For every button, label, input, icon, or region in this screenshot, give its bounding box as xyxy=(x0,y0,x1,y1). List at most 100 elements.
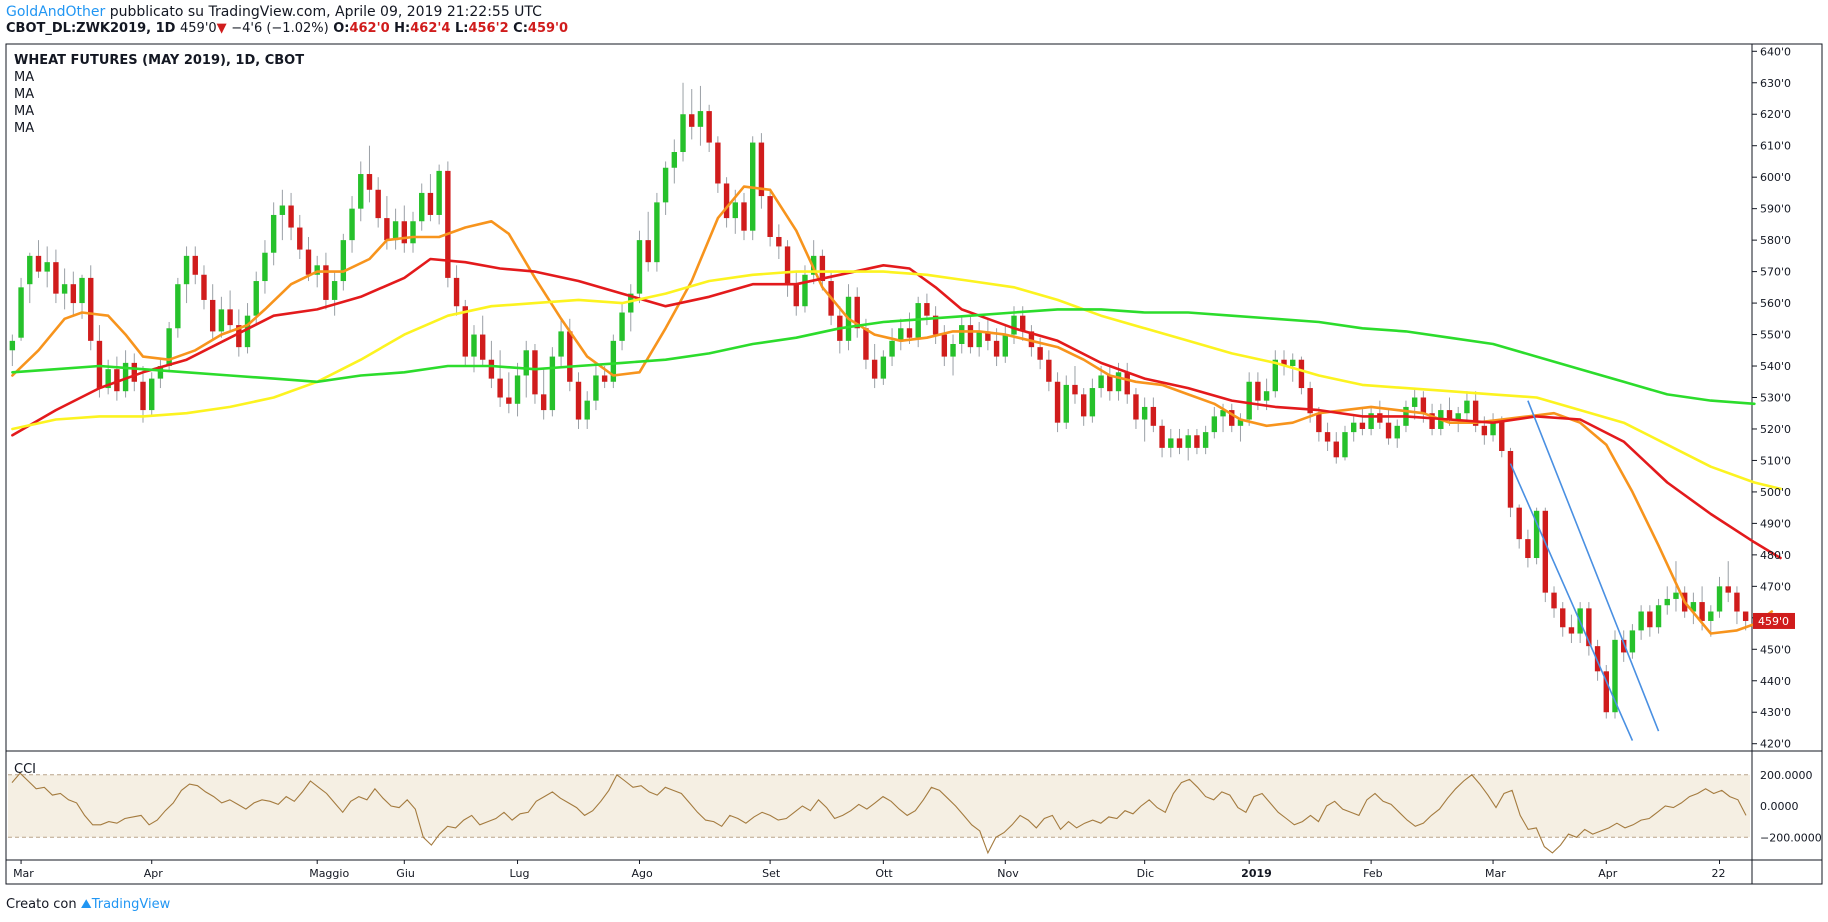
candle-up xyxy=(1629,630,1636,653)
candle-up xyxy=(1708,611,1714,621)
candle-down xyxy=(1568,627,1575,634)
candle-down xyxy=(140,381,146,411)
candle-up xyxy=(436,170,442,215)
candle-up xyxy=(1263,391,1270,401)
chart-title: WHEAT FUTURES (MAY 2019), 1D, CBOT xyxy=(14,53,304,68)
candle-down xyxy=(1307,388,1313,414)
low-value: 456'2 xyxy=(468,21,509,36)
author-link[interactable]: GoldAndOther xyxy=(6,4,106,20)
candle-down xyxy=(1054,381,1061,423)
candle-down xyxy=(96,340,103,389)
candle-down xyxy=(575,381,582,420)
candle-down xyxy=(1516,507,1522,540)
candle-down xyxy=(645,240,651,263)
candle-down xyxy=(776,236,782,247)
candle-down xyxy=(192,255,198,275)
moving-average-4 xyxy=(11,308,1756,406)
candle-down xyxy=(453,277,460,307)
chart-legend: WHEAT FUTURES (MAY 2019), 1D, CBOT MA MA… xyxy=(14,53,304,777)
candle-down xyxy=(819,255,826,282)
cci-line xyxy=(11,772,1747,855)
price-tick-label: 520'0 xyxy=(1760,423,1791,436)
candle-up xyxy=(610,340,617,382)
ma-legend-1: MA xyxy=(14,70,34,85)
candle-down xyxy=(1080,394,1087,417)
cci-tick-label: −200.0000 xyxy=(1760,831,1822,844)
candle-up xyxy=(410,221,416,244)
candle-down xyxy=(741,202,747,231)
candle-up xyxy=(61,284,68,294)
price-tick-label: 530'0 xyxy=(1760,392,1791,405)
candle-down xyxy=(1742,611,1749,621)
ma-legend-2: MA xyxy=(14,87,34,102)
candle-up xyxy=(1168,438,1174,448)
price-tick-label: 620'0 xyxy=(1760,108,1791,121)
candle-up xyxy=(628,293,634,313)
candle-down xyxy=(1499,419,1505,452)
price-tick-label: 590'0 xyxy=(1760,203,1791,216)
candle-down xyxy=(209,299,216,332)
candle-up xyxy=(1211,416,1218,433)
time-tick-label: Nov xyxy=(997,867,1019,880)
time-axis[interactable]: Mar Apr Maggio Giu Lug Ago Set Ott Nov Dic 2019 Feb… xyxy=(13,860,1726,880)
candle-up xyxy=(1490,419,1496,436)
price-tick-label: 470'0 xyxy=(1760,580,1791,593)
candle-down xyxy=(1150,406,1157,426)
price-tick-label: 550'0 xyxy=(1760,329,1791,342)
candle-up xyxy=(262,252,268,282)
candle-down xyxy=(1316,413,1322,433)
candle-up xyxy=(959,325,965,344)
candle-down xyxy=(985,331,991,341)
time-tick-label: Giu xyxy=(396,867,415,880)
time-tick-label: Set xyxy=(762,867,781,880)
candle-up xyxy=(697,111,704,127)
cci-tick-label: 0.0000 xyxy=(1760,800,1799,813)
candle-down xyxy=(305,249,312,275)
tradingview-logo-icon[interactable]: ⛰ xyxy=(80,897,92,912)
candle-down xyxy=(53,262,59,294)
candle-up xyxy=(680,114,686,153)
price-axis[interactable]: 640'0 630'0 620'0 610'0 600'0 590'0 580'0 570'0… xyxy=(1752,45,1791,751)
candle-down xyxy=(323,265,329,300)
moving-average-1 xyxy=(11,185,1774,635)
candle-down xyxy=(479,334,486,360)
tradingview-link[interactable]: TradingView xyxy=(91,897,171,912)
candle-down xyxy=(1359,422,1366,429)
publish-info: GoldAndOther pubblicato su TradingView.c… xyxy=(6,4,542,20)
candle-down xyxy=(1298,359,1305,389)
price-tick-label: 580'0 xyxy=(1760,234,1791,247)
candle-down xyxy=(366,174,373,190)
candle-up xyxy=(549,356,556,411)
price-tick-label: 420'0 xyxy=(1760,738,1791,751)
candle-up xyxy=(183,255,190,285)
candle-up xyxy=(619,312,625,341)
candle-down xyxy=(1446,410,1453,420)
candle-up xyxy=(1246,381,1252,420)
footer: Creato con ⛰TradingView xyxy=(6,897,170,912)
time-tick-label: Dic xyxy=(1137,867,1155,880)
candle-down xyxy=(1734,592,1740,612)
candle-up xyxy=(27,255,33,285)
time-tick-label: Maggio xyxy=(309,867,349,880)
candle-up xyxy=(898,328,904,341)
close-value: 459'0 xyxy=(527,21,569,36)
created-with-text: Creato con xyxy=(6,897,77,912)
candle-up xyxy=(331,281,338,300)
price-tick-label: 560'0 xyxy=(1760,297,1791,310)
price-tick-label: 540'0 xyxy=(1760,360,1791,373)
candle-up xyxy=(1464,400,1470,414)
price-badge: 459'0 xyxy=(1753,612,1795,629)
candle-up xyxy=(1089,388,1096,417)
open-label: O: xyxy=(333,21,350,36)
candle-down xyxy=(497,378,503,398)
candle-down xyxy=(462,306,468,357)
candle-down xyxy=(1229,410,1235,426)
candle-up xyxy=(514,375,521,404)
candle-up xyxy=(218,309,225,332)
candle-up xyxy=(671,152,678,168)
candle-down xyxy=(1159,425,1165,448)
candle-down xyxy=(1255,381,1261,401)
candle-up xyxy=(1141,406,1148,420)
candle-up xyxy=(1272,359,1279,392)
